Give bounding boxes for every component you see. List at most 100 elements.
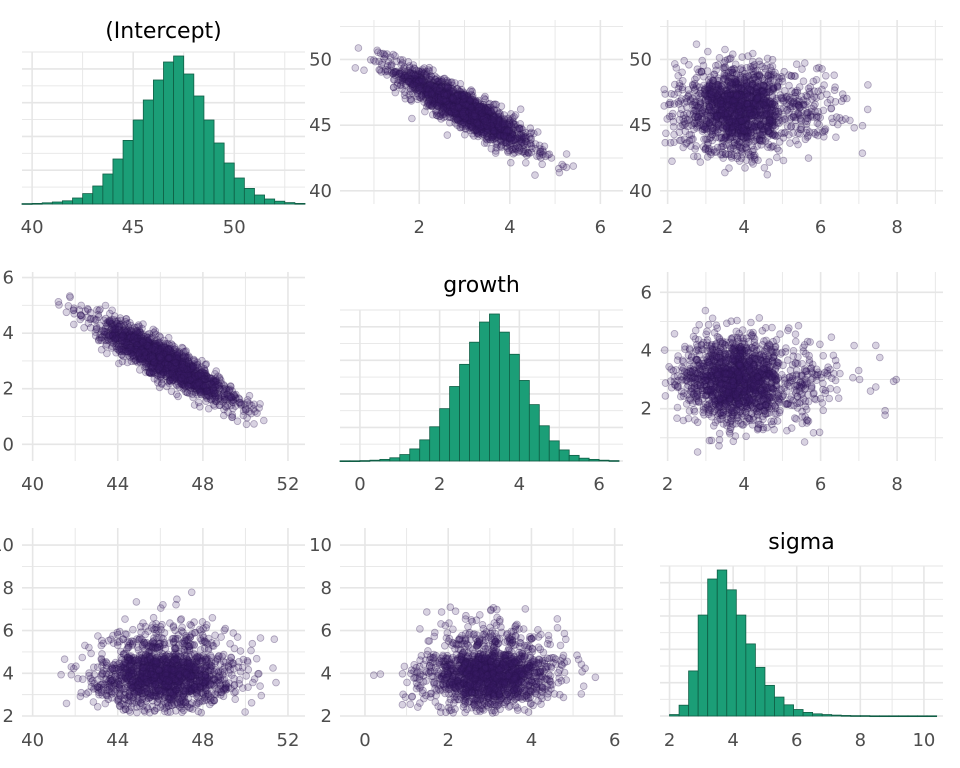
scatter-point [792,60,801,68]
scatter-point [490,122,499,131]
scatter-point [478,125,486,134]
scatter-point [463,108,471,117]
scatter-point [446,108,455,116]
scatter-point [676,110,685,118]
scatter-point [422,85,431,93]
scatter-point [785,71,793,79]
scatter-point [802,129,811,137]
scatter-point [423,99,432,108]
scatter-point [443,91,451,99]
scatter-point [480,110,489,118]
scatter-point [503,125,512,133]
scatter-point [387,62,396,70]
scatter-point [467,103,476,112]
scatter-point [696,158,705,166]
histogram-bar [31,202,43,205]
scatter-point [828,114,836,123]
scatter-point [669,117,678,126]
scatter-point [766,116,774,125]
scatter-point [354,44,363,52]
x-tick-label: 6 [595,217,606,238]
scatter-point [554,164,563,173]
scatter-point [687,135,696,144]
histogram-bar [163,61,175,205]
scatter-point [737,64,746,72]
scatter-point [742,156,751,165]
scatter-point [480,94,488,103]
scatter-point [377,68,386,76]
scatter-point [483,117,491,125]
scatter-point [798,65,806,73]
scatter-point [478,105,486,113]
scatter-point [466,114,475,123]
scatter-point [473,109,482,117]
scatter-point [514,148,523,156]
scatter-point [448,102,456,110]
scatter-point [443,92,451,100]
scatter-point [55,301,63,309]
scatter-point [705,104,714,112]
scatter-point [453,106,461,115]
scatter-point [511,111,520,119]
scatter-point [666,139,675,147]
scatter-point [443,103,452,112]
scatter-point [726,78,735,87]
scatter-point [763,54,772,63]
histogram-bar [274,200,286,205]
scatter-point [696,89,704,98]
scatter-point [80,323,88,332]
scatter-point [702,111,711,119]
histogram-bar [112,158,124,205]
x-tick-label: 4 [738,217,749,238]
scatter-point [670,60,679,68]
scatter-point [850,124,858,132]
scatter-point [803,92,811,101]
scatter-point [486,136,495,144]
scatter-point [858,121,867,130]
scatter-point [419,95,428,103]
scatter-point [440,97,449,106]
scatter-point [756,136,765,145]
histogram-bar [102,173,114,205]
scatter-point [754,76,763,84]
scatter-point [781,128,789,137]
scatter-point [460,118,469,127]
scatter-point [827,104,836,112]
scatter-point [698,56,706,65]
scatter-point [437,86,446,95]
histogram-bar [82,193,94,205]
scatter-point [454,103,463,111]
scatter-point [469,126,478,134]
x-tick-label: 6 [815,217,826,238]
scatter-point [502,124,510,132]
scatter-point [477,127,486,136]
scatter-point [744,148,753,157]
scatter-point [709,88,717,96]
y-tick-label: 40 [309,181,332,202]
scatter-point [724,109,732,118]
scatter-point [745,110,754,118]
scatter-point [734,83,743,92]
histogram-bar [213,142,225,205]
scatter-point [472,127,481,135]
scatter-point [478,114,486,123]
scatter-point [393,81,402,90]
scatter-point [420,86,429,95]
scatter-point [481,109,489,117]
scatter-point [491,128,499,137]
scatter-point [449,90,458,98]
scatter-point [569,162,578,170]
scatter-point [458,116,467,125]
scatter-point [770,98,778,106]
histogram-bar [243,187,255,205]
scatter-point [448,109,456,118]
scatter-point [680,56,688,65]
scatter-point [480,128,489,137]
scatter-point [479,103,488,111]
scatter-point [489,110,498,119]
scatter-point [407,80,416,88]
scatter-point [743,133,752,141]
scatter-point [786,139,794,147]
x-tick-label: 45 [122,217,145,238]
scatter-point [454,105,463,113]
